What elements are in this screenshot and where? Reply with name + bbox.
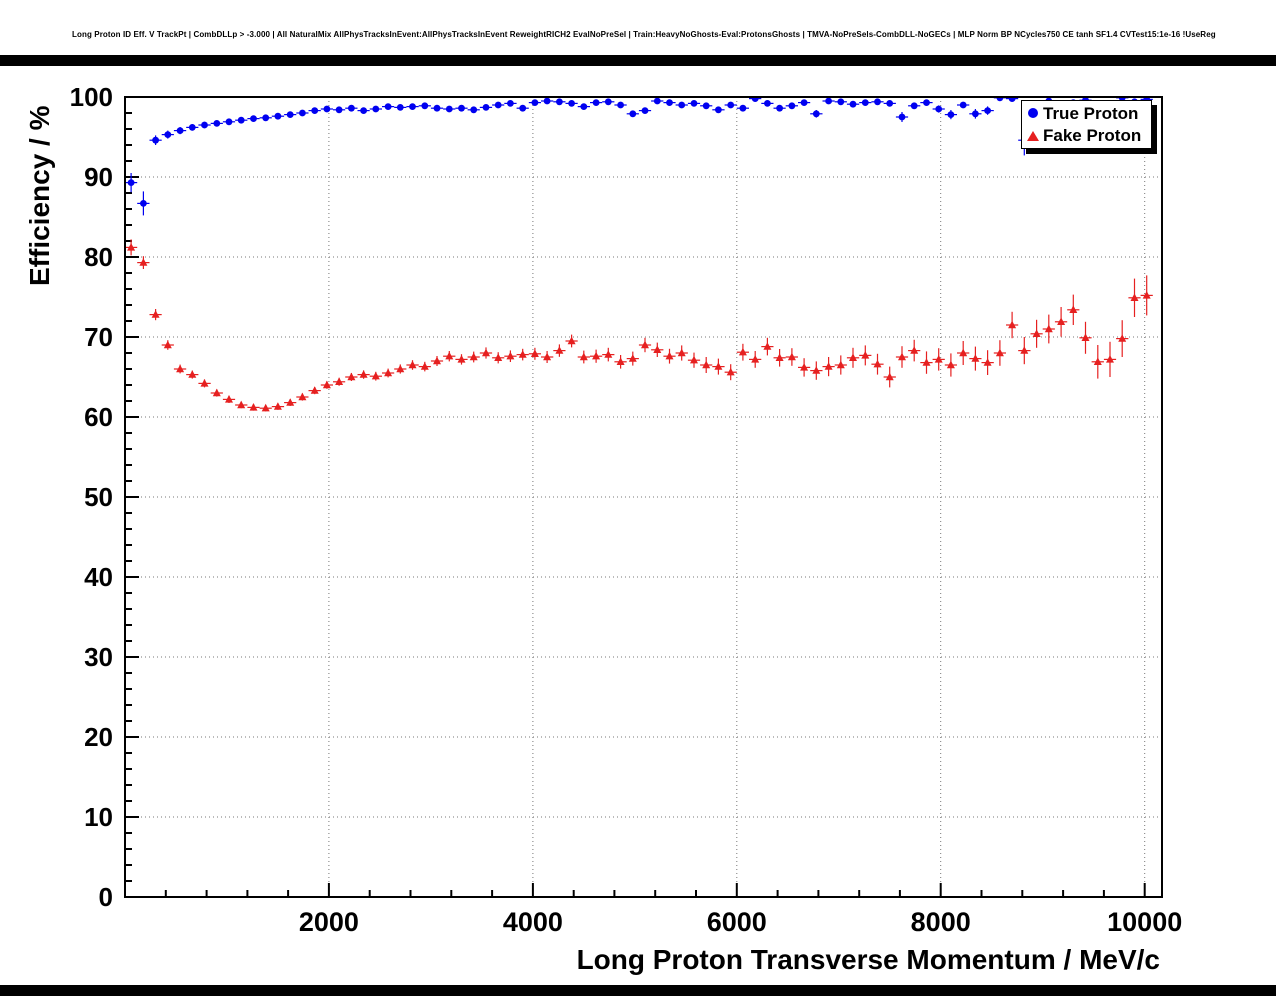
axis-ticks [125,96,1146,898]
svg-text:6000: 6000 [707,907,767,937]
svg-text:8000: 8000 [911,907,971,937]
grid-lines [125,97,1162,897]
true-proton-marker-icon [1027,108,1038,119]
svg-text:70: 70 [84,322,113,352]
svg-text:40: 40 [84,562,113,592]
svg-text:0: 0 [99,882,113,912]
svg-text:100: 100 [70,82,113,112]
x-tick-labels: 2000 4000 6000 8000 10000 [299,907,1182,937]
svg-text:80: 80 [84,242,113,272]
legend-entry-fake-proton: Fake Proton [1022,125,1151,147]
plot-title: Long Proton ID Eff. V TrackPt | CombDLLp… [72,30,1216,39]
legend-label-true-proton: True Proton [1043,103,1139,123]
legend-marker-cell [1022,108,1043,119]
svg-text:2000: 2000 [299,907,359,937]
legend-marker-cell [1022,130,1043,141]
y-tick-labels: 0 10 20 30 40 50 60 70 80 90 100 [70,82,113,912]
y-axis-title: Efficiency / % [24,105,55,286]
legend-entry-true-proton: True Proton [1022,102,1151,124]
series-true-proton [125,97,1153,216]
svg-text:10000: 10000 [1107,907,1182,937]
svg-text:10: 10 [84,802,113,832]
legend-label-fake-proton: Fake Proton [1043,126,1142,146]
top-border-bar [0,55,1276,66]
svg-text:20: 20 [84,722,113,752]
svg-text:50: 50 [84,482,113,512]
bottom-border-bar [0,985,1276,996]
plot-frame [124,96,1163,898]
x-axis-title: Long Proton Transverse Momentum / MeV/c [576,944,1160,975]
series-fake-proton [125,239,1153,412]
legend: True Proton Fake Proton [1021,100,1152,149]
svg-text:4000: 4000 [503,907,563,937]
svg-text:90: 90 [84,162,113,192]
svg-text:30: 30 [84,642,113,672]
svg-text:60: 60 [84,402,113,432]
fake-proton-marker-icon [1026,130,1039,141]
